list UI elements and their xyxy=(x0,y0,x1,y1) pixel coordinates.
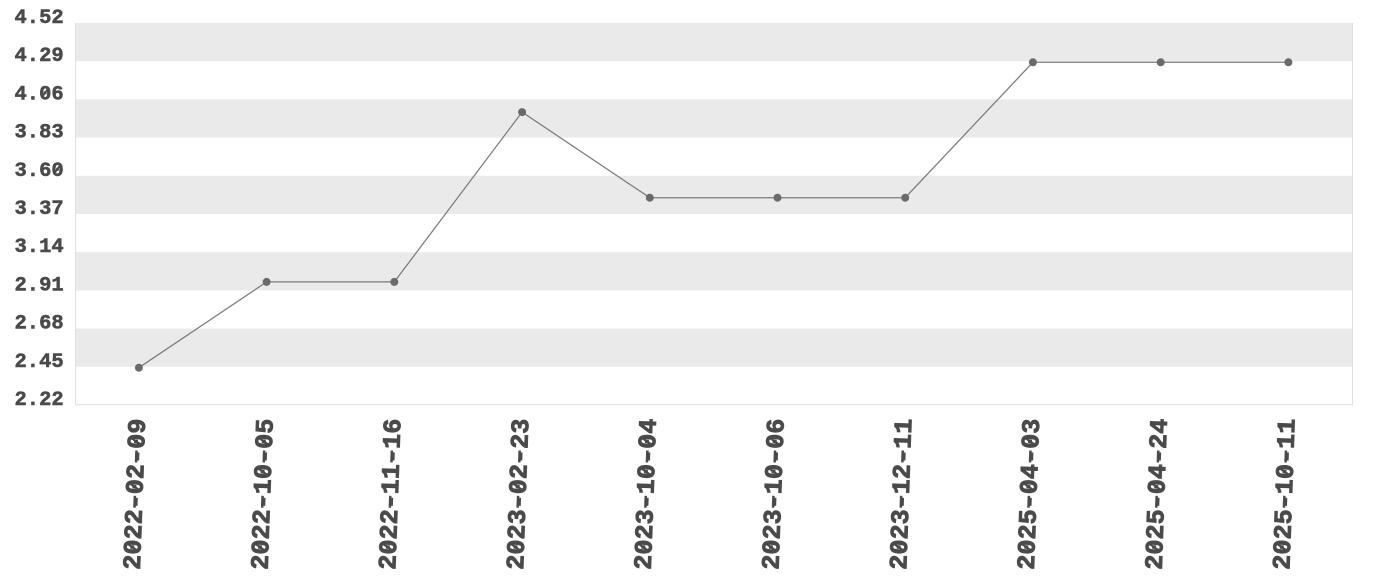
svg-text:2.45: 2.45 xyxy=(15,351,64,374)
svg-text:2025-10-11: 2025-10-11 xyxy=(1268,418,1302,570)
svg-text:2022-02-09: 2022-02-09 xyxy=(119,418,153,570)
svg-text:2025-04-24: 2025-04-24 xyxy=(1141,418,1175,570)
svg-text:4.29: 4.29 xyxy=(15,45,64,68)
svg-text:2025-04-03: 2025-04-03 xyxy=(1013,418,1047,570)
svg-text:2023-02-23: 2023-02-23 xyxy=(502,418,536,570)
svg-text:2022-11-16: 2022-11-16 xyxy=(374,418,408,570)
svg-text:2.68: 2.68 xyxy=(15,313,64,336)
svg-text:3.83: 3.83 xyxy=(15,122,64,145)
svg-text:3.14: 3.14 xyxy=(15,236,64,259)
svg-text:2023-12-11: 2023-12-11 xyxy=(885,418,919,570)
svg-text:4.52: 4.52 xyxy=(15,7,64,30)
svg-text:2.91: 2.91 xyxy=(15,274,64,297)
svg-text:3.60: 3.60 xyxy=(15,160,64,183)
svg-text:3.37: 3.37 xyxy=(15,198,64,221)
svg-text:2023-10-06: 2023-10-06 xyxy=(758,418,792,570)
svg-text:4.06: 4.06 xyxy=(15,83,64,106)
svg-text:2022-10-05: 2022-10-05 xyxy=(247,418,281,570)
svg-text:2023-10-04: 2023-10-04 xyxy=(630,418,664,570)
svg-text:2.22: 2.22 xyxy=(15,389,64,412)
